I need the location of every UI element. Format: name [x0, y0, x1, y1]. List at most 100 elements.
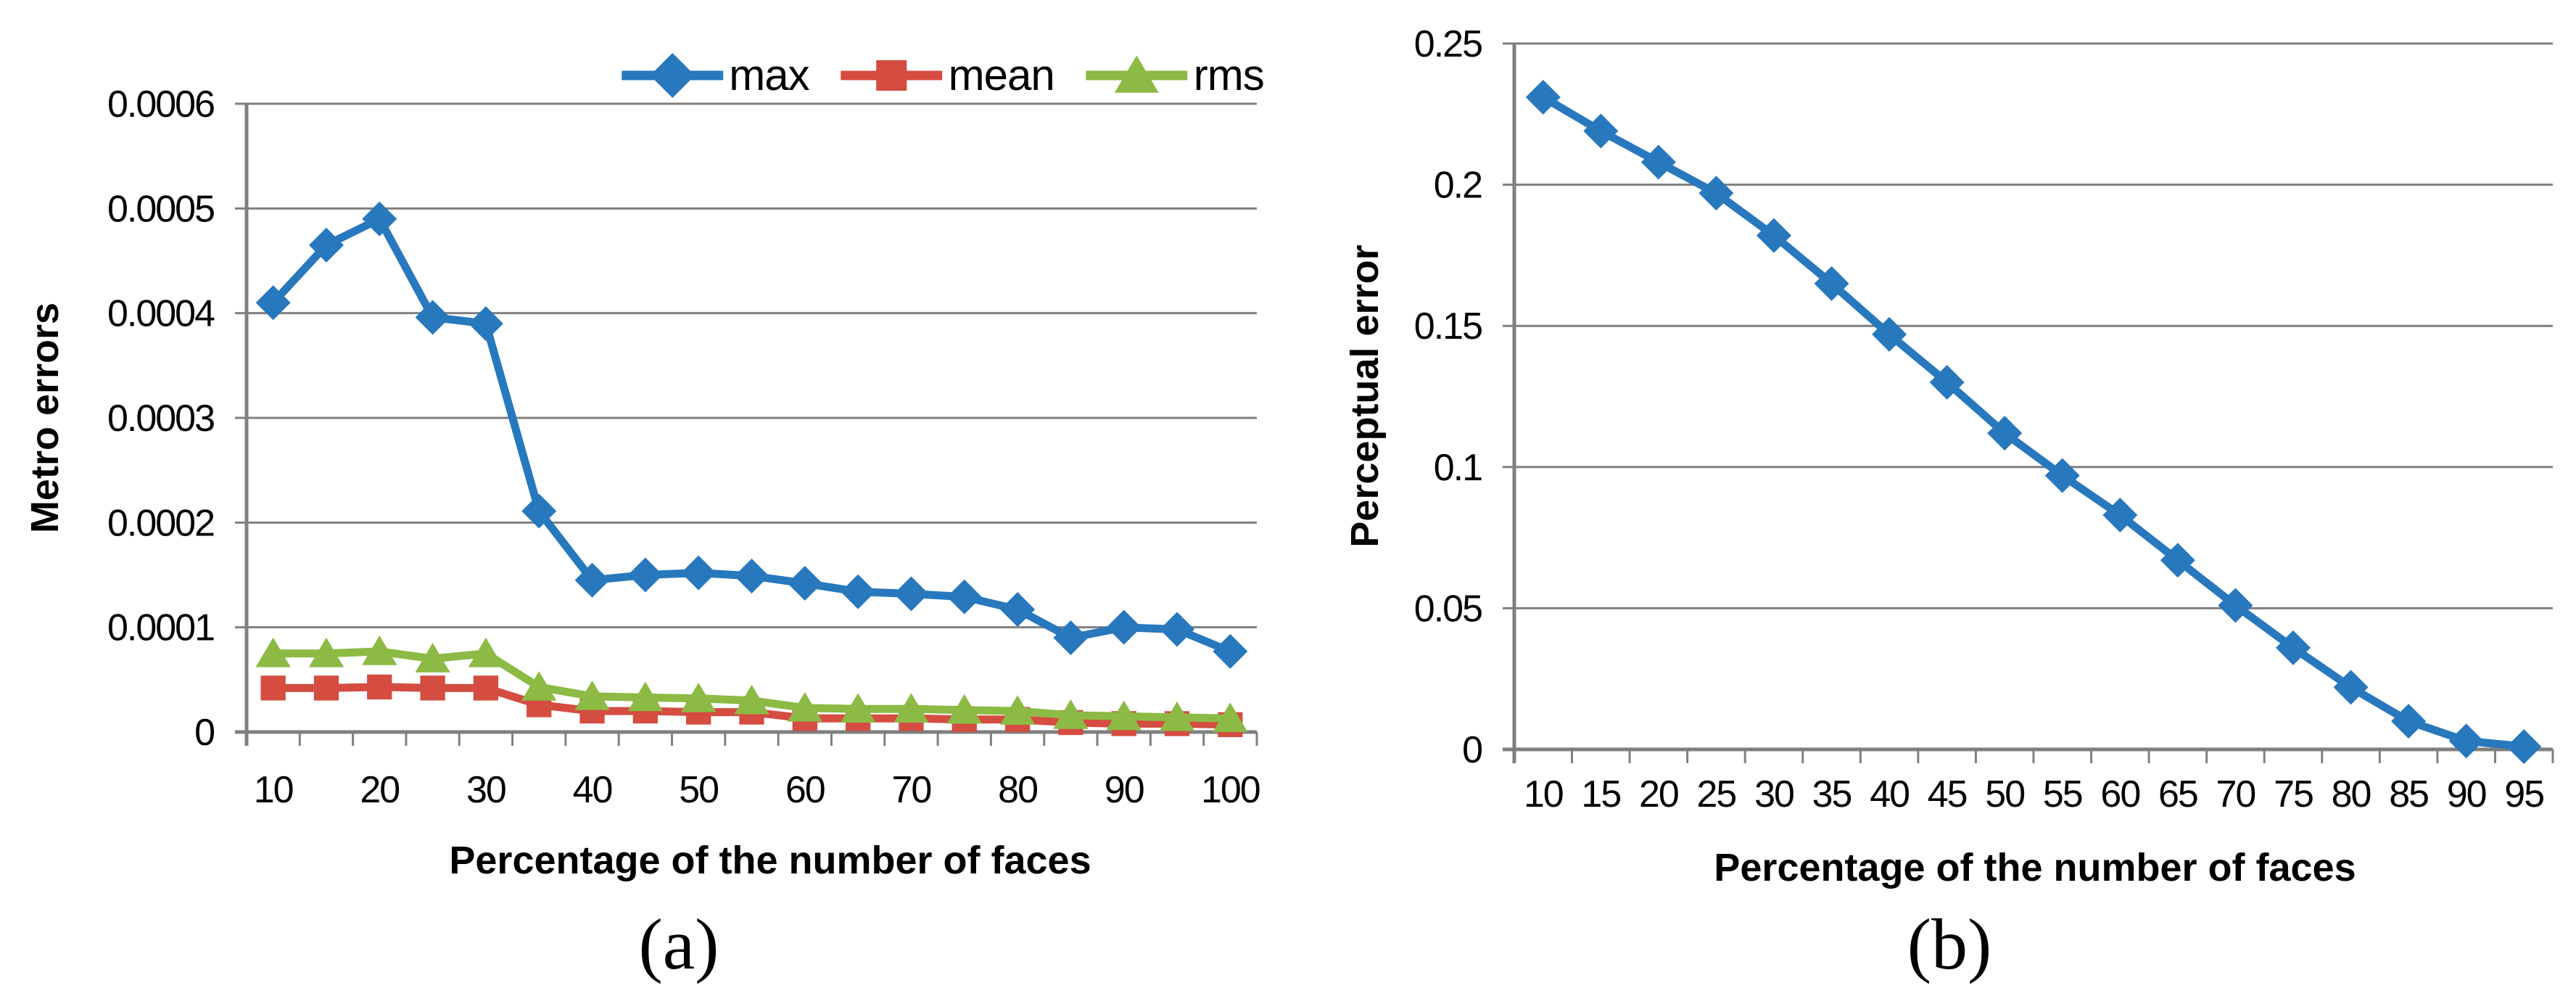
triangle-marker [999, 695, 1036, 725]
square-marker [367, 674, 392, 700]
x-tick-label: 40 [573, 769, 612, 811]
x-tick-label: 50 [1985, 773, 2024, 815]
diamond-marker [1698, 176, 1734, 211]
x-tick-label: 35 [1812, 773, 1852, 815]
triangle-marker [893, 693, 929, 723]
x-tick-label: 15 [1581, 773, 1620, 815]
diamond-marker [2160, 543, 2195, 578]
series-line [1539, 93, 2528, 751]
triangle-marker [946, 694, 982, 724]
diamond-marker [521, 493, 557, 529]
series-rms [255, 636, 1248, 733]
legend-item-max: max [622, 49, 810, 102]
legend: max mean rms [622, 49, 1265, 102]
triangle-marker [255, 637, 291, 667]
legend-label: max [729, 51, 809, 99]
triangle-marker [1106, 700, 1142, 731]
diamond-marker [681, 555, 717, 591]
y-tick-label: 0.2 [1434, 165, 1482, 207]
diamond-marker [787, 566, 822, 601]
triangle-marker [468, 637, 504, 667]
diamond-marker [734, 558, 769, 593]
legend-swatch-triangle-icon [1086, 55, 1188, 93]
square-marker [876, 59, 907, 91]
triangle-marker [1213, 702, 1248, 733]
diamond-marker [2044, 458, 2080, 493]
x-axis-title-a: Percentage of the number of faces [449, 839, 1091, 882]
diamond-marker [946, 579, 982, 614]
triangle-marker [840, 693, 876, 723]
y-axis-title-b-text: Perceptual error [1343, 244, 1387, 548]
square-marker [420, 675, 445, 701]
x-tick-label: 70 [892, 769, 931, 811]
series-perceptual-error [1525, 79, 2542, 765]
x-tick-label: 60 [785, 769, 825, 811]
x-tick-label: 55 [2043, 773, 2082, 815]
diamond-marker [415, 300, 450, 335]
diamond-marker [841, 574, 876, 609]
triangle-marker [362, 636, 397, 665]
x-tick-label: 70 [2216, 773, 2255, 815]
y-axis-title-a-text: Metro errors [23, 302, 67, 534]
chart-b: 0 0.05 0.1 0.15 0.2 0.25 10 15 20 25 30 35 40 45 50 55 6… [1414, 23, 2554, 815]
x-tick-label: 65 [2158, 773, 2197, 815]
diamond-marker [308, 227, 344, 263]
triangle-marker [787, 691, 822, 722]
diamond-marker [2333, 670, 2369, 705]
y-tick-label: 0.0003 [107, 398, 214, 440]
legend-item-rms: rms [1086, 49, 1265, 102]
x-tick-label: 60 [2100, 773, 2139, 815]
y-tick-label: 0.0005 [107, 188, 214, 230]
y-tick-label: 0.0006 [107, 83, 214, 126]
y-tick-label: 0.0001 [107, 607, 214, 649]
diamond-marker [468, 306, 503, 342]
square-marker [473, 675, 499, 701]
diamond-marker [2448, 723, 2484, 759]
diamond-marker [362, 201, 397, 237]
x-tick-label: 40 [1870, 773, 1909, 815]
y-tick-label: 0.15 [1414, 305, 1482, 348]
diamond-marker [1053, 620, 1089, 656]
diamond-marker [893, 576, 929, 612]
legend-label: rms [1193, 51, 1265, 99]
triangle-marker [1053, 699, 1089, 729]
legend-label: mean [948, 51, 1055, 99]
legend-swatch-square-icon [841, 59, 943, 91]
x-tick-label: 20 [1639, 773, 1678, 815]
caption-a: (a) [638, 904, 719, 984]
square-marker [260, 675, 286, 701]
diamond-marker [1525, 79, 1561, 115]
triangle-marker [415, 643, 450, 673]
triangle-marker [627, 681, 664, 712]
diamond-marker [1987, 416, 2023, 451]
diamond-marker [255, 285, 291, 321]
square-marker [313, 675, 339, 701]
x-tick-label: 90 [2447, 773, 2486, 815]
diamond-marker [1756, 218, 1791, 253]
triangle-marker [574, 680, 610, 710]
y-tick-label: 0.1 [1434, 447, 1482, 489]
series-max [255, 201, 1248, 669]
x-tick-label: 95 [2504, 773, 2543, 815]
legend-item-mean: mean [841, 49, 1055, 102]
x-tick-label: 45 [1928, 773, 1967, 815]
diamond-marker [1814, 266, 1849, 301]
diamond-marker [2218, 588, 2253, 623]
y-tick-label: 0.25 [1414, 23, 1482, 65]
diamond-marker [1583, 113, 1619, 149]
y-tick-label: 0.05 [1414, 588, 1482, 630]
diamond-marker [574, 562, 610, 598]
triangle-marker [1115, 55, 1160, 93]
diamond-marker [2506, 729, 2542, 765]
diamond-marker [1872, 316, 1907, 352]
diamond-marker [650, 53, 695, 98]
diamond-marker [2102, 497, 2138, 532]
x-tick-label: 90 [1105, 769, 1144, 811]
x-axis-title-b: Percentage of the number of faces [1714, 846, 2356, 889]
y-tick-label: 0.0004 [107, 293, 215, 335]
x-tick-label: 25 [1697, 773, 1736, 815]
triangle-marker [734, 684, 769, 715]
caption-b: (b) [1907, 904, 1992, 984]
